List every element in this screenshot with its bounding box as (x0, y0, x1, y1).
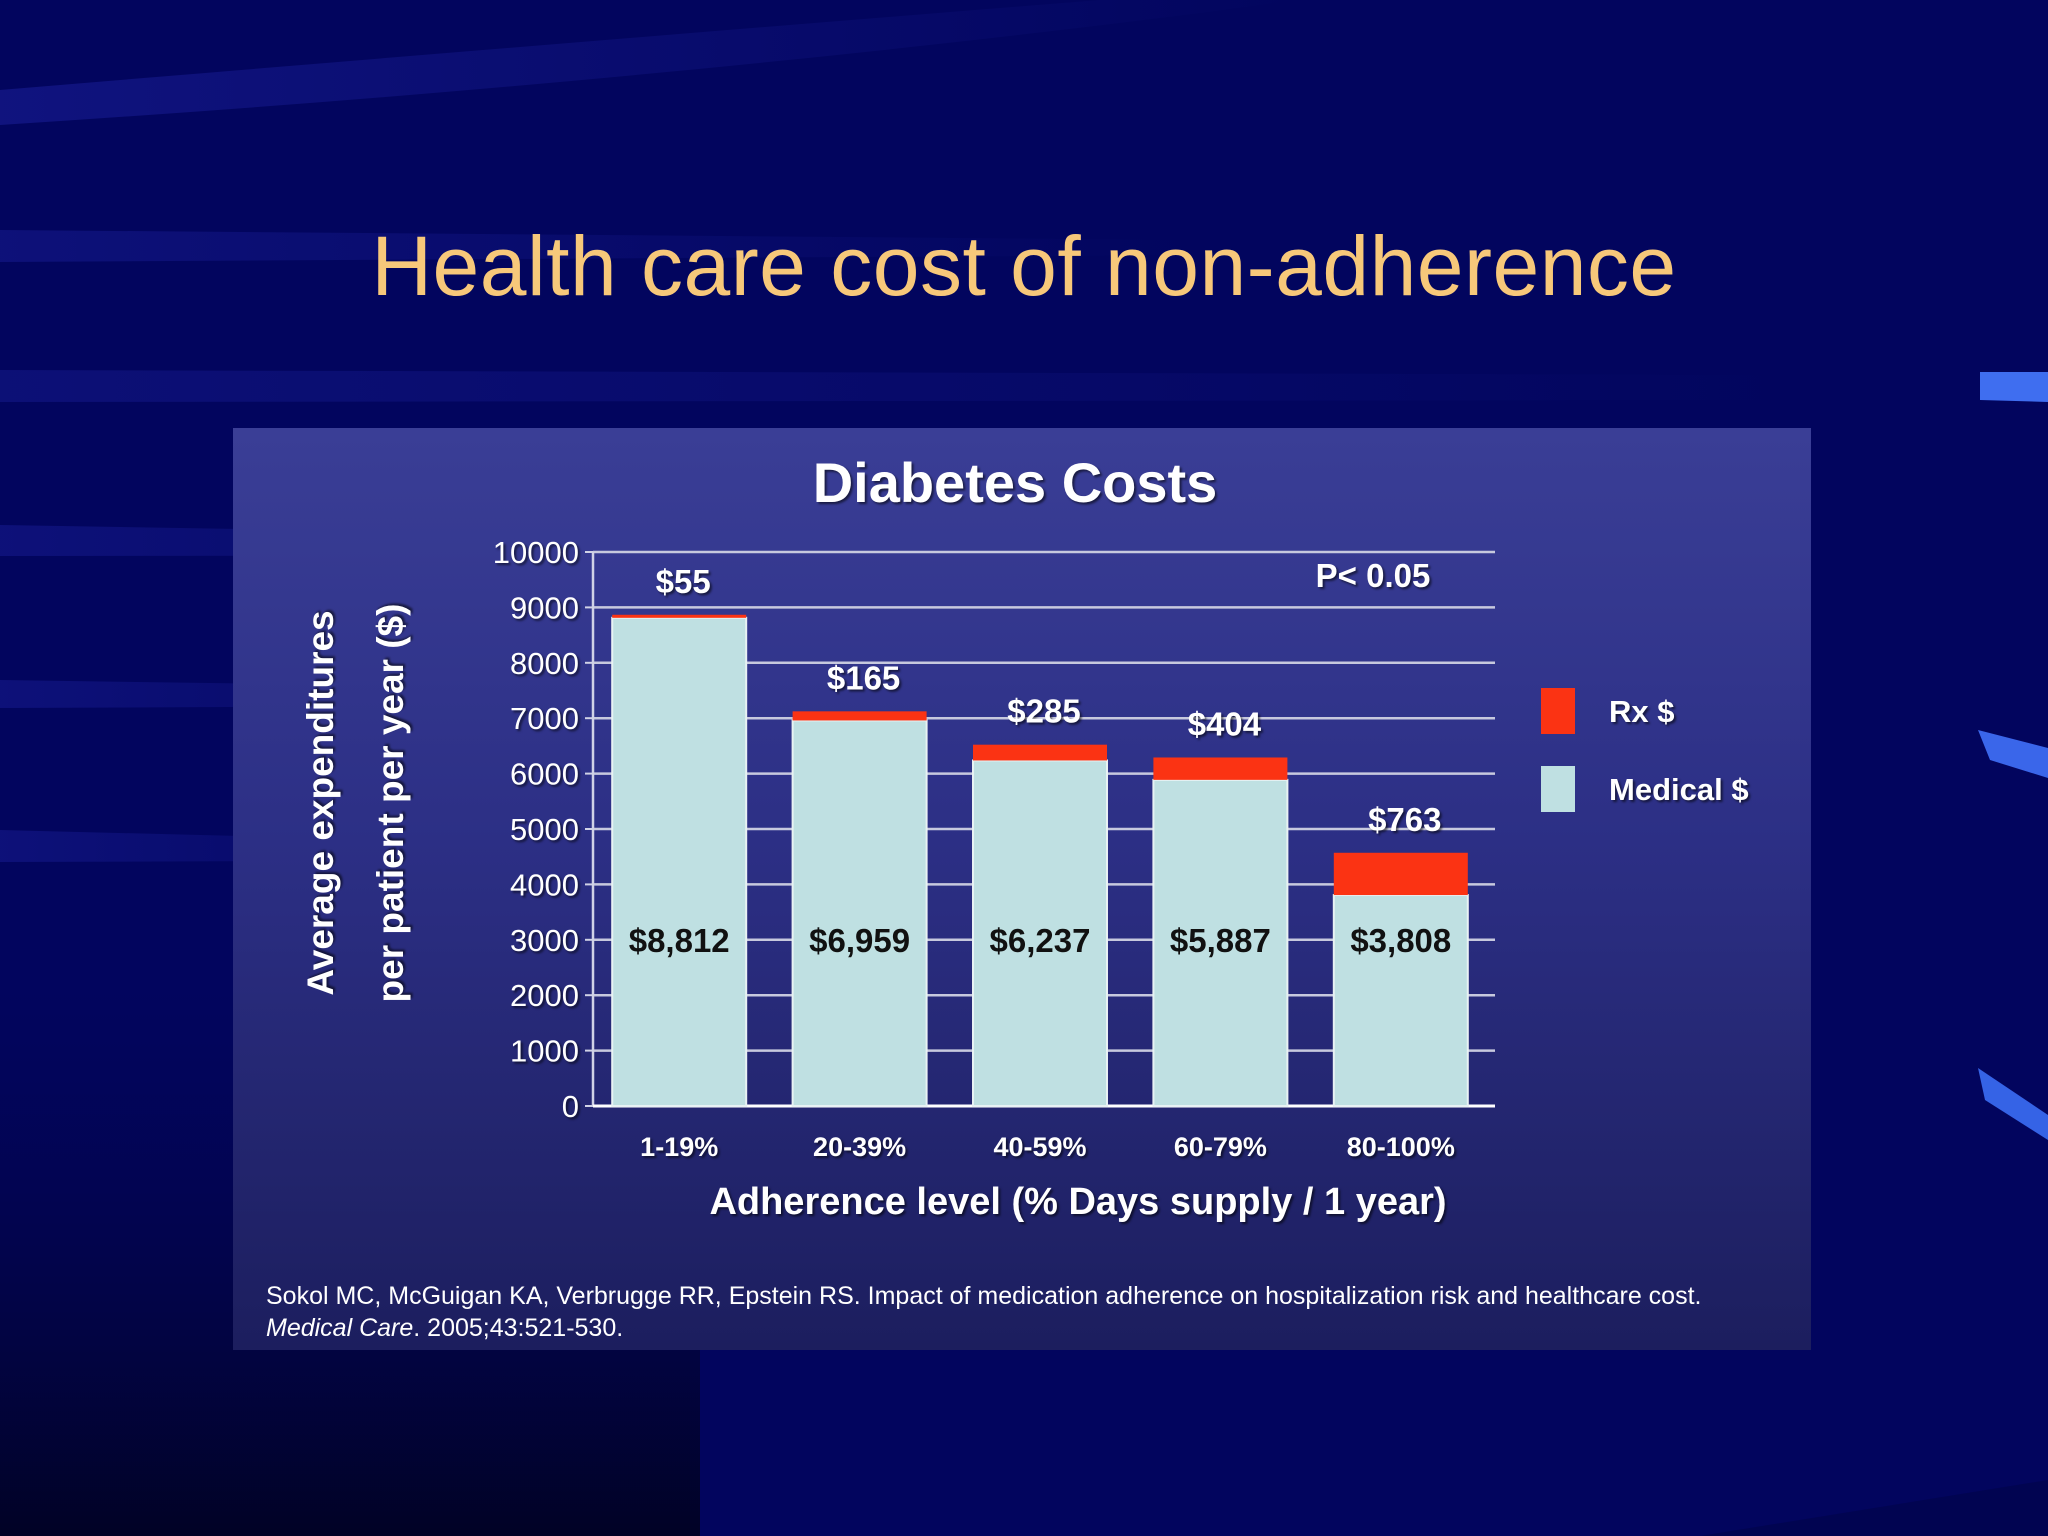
bar-rx (792, 711, 927, 721)
y-tick-label: 3000 (510, 923, 579, 958)
bar-medical (611, 616, 748, 1108)
y-tick-label: 0 (562, 1089, 579, 1124)
bar-rx (1153, 757, 1288, 780)
citation-journal: Medical Care (266, 1314, 414, 1342)
data-label-rx: $763 (1368, 801, 1441, 838)
y-tick-label: 7000 (510, 701, 579, 736)
data-label-medical: $8,812 (629, 922, 730, 959)
x-tick-label: 80-100% (1347, 1132, 1455, 1162)
data-label-rx: $55 (656, 563, 711, 600)
data-label-medical: $5,887 (1170, 922, 1271, 959)
x-tick-label: 60-79% (1174, 1132, 1267, 1162)
citation-text: Sokol MC, McGuigan KA, Verbrugge RR, Eps… (266, 1282, 1702, 1310)
citation-details: . 2005;43:521-530. (413, 1314, 624, 1342)
data-label-rx: $404 (1188, 705, 1262, 742)
legend-label: Medical $ (1609, 772, 1749, 807)
data-label-medical: $3,808 (1350, 922, 1451, 959)
legend-swatch (1541, 766, 1575, 812)
bar-rx (973, 744, 1107, 761)
data-label-rx: $165 (827, 659, 900, 696)
bar-rx (612, 614, 747, 618)
diabetes-costs-chart: Diabetes Costs 0 1000 2000 3000 4000 5000 6000 7… (300, 451, 1749, 1223)
y-tick-label: 4000 (510, 867, 579, 902)
x-tick-label: 40-59% (993, 1132, 1086, 1162)
y-tick-label: 2000 (510, 978, 579, 1013)
chart-panel: Diabetes Costs 0 1000 2000 3000 4000 5000 6000 7… (233, 428, 1811, 1350)
legend-label: Rx $ (1609, 694, 1674, 729)
citation: Sokol MC, McGuigan KA, Verbrugge RR, Eps… (266, 1280, 1786, 1344)
data-label-medical: $6,959 (809, 922, 910, 959)
bar-medical (791, 719, 928, 1107)
y-tick-label: 8000 (510, 646, 579, 681)
y-tick-label: 10000 (493, 535, 579, 570)
y-axis-label: per patient per year ($) (370, 604, 411, 1003)
x-tick-label: 1-19% (640, 1132, 718, 1162)
slide-title: Health care cost of non-adherence (371, 219, 1677, 313)
bar-medical (1332, 894, 1469, 1107)
x-tick-label: 20-39% (813, 1132, 906, 1162)
data-label-medical: $6,237 (990, 922, 1091, 959)
bar-rx (1333, 852, 1468, 896)
y-tick-label: 1000 (510, 1034, 579, 1069)
y-tick-label: 9000 (510, 590, 579, 625)
bar-medical (1152, 778, 1289, 1107)
legend-swatch (1541, 688, 1575, 734)
y-tick-label: 5000 (510, 812, 579, 847)
p-value-annotation: P< 0.05 (1316, 557, 1431, 594)
chart-title: Diabetes Costs (813, 451, 1218, 514)
y-axis-label: Average expenditures (300, 610, 341, 995)
data-label-rx: $285 (1007, 693, 1080, 730)
x-axis-label: Adherence level (% Days supply / 1 year) (709, 1181, 1446, 1223)
y-tick-label: 6000 (510, 757, 579, 792)
